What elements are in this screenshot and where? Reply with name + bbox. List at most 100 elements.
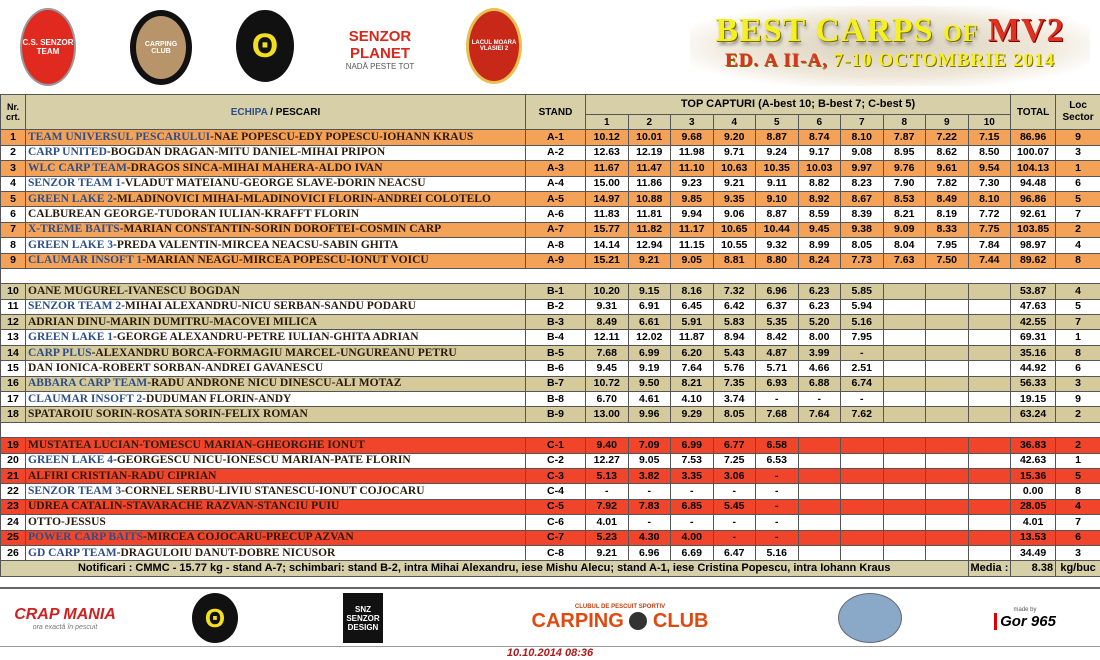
row-number: 11 (0, 298, 26, 316)
catch-cell (967, 452, 1012, 469)
team-anglers: CLAUMAR INSOFT 1-MARIAN NEAGU-MIRCEA POP… (25, 252, 526, 269)
table-row: 16 ABBARA CARP TEAM-RADU ANDRONE NICU DIN… (0, 375, 1100, 393)
catch-cell: 7.64 (797, 406, 841, 423)
catch-cell: - (755, 483, 799, 500)
stand: A-9 (525, 252, 586, 269)
sector-place: 6 (1055, 175, 1100, 192)
results-table: Nr. crt. ECHIPA / PESCARI STAND TOP CAPT… (0, 93, 1100, 577)
col-catch-1: 1 (585, 113, 629, 131)
catch-cell (925, 514, 969, 531)
catch-cell: 6.20 (670, 344, 714, 362)
sector-spacer (0, 267, 1100, 285)
anglers: MUSTATEA LUCIAN-TOMESCU MARIAN-GHEORGHE … (28, 438, 366, 451)
team-name: ABBARA CARP TEAM (28, 377, 148, 390)
total: 53.87 (1010, 283, 1057, 300)
logo-text: CLUBUL DE PESCUIT SPORTIV (574, 603, 666, 610)
catch-cell: 5.13 (585, 467, 629, 485)
team-anglers: SENZOR TEAM 3-CORNEL SERBU-LIVIU STANESC… (25, 483, 526, 500)
catch-cell: 6.70 (585, 391, 629, 408)
stand: A-4 (525, 175, 586, 192)
catch-cell (967, 529, 1012, 546)
catch-cell: 12.02 (627, 329, 671, 346)
catch-cell: 11.98 (670, 144, 714, 162)
sector-place: 1 (1055, 160, 1100, 177)
catch-cell: 9.45 (797, 221, 841, 239)
catch-cell: 15.00 (585, 175, 629, 192)
title-main: BEST CARPS (715, 12, 934, 49)
catch-cell (967, 437, 1012, 454)
stand: A-1 (525, 129, 586, 146)
catch-cell: 11.87 (670, 329, 714, 346)
catch-cell: 6.45 (670, 298, 714, 316)
catch-cell (882, 498, 926, 516)
catch-cell: 15.21 (585, 252, 629, 269)
catch-cell: 9.15 (627, 283, 671, 300)
sector-place: 3 (1055, 375, 1100, 393)
row-number: 25 (0, 529, 26, 546)
catch-cell (797, 544, 841, 562)
catch-cell (840, 529, 884, 546)
team-anglers: ADRIAN DINU-MARIN DUMITRU-MACOVEI MILICA (25, 314, 526, 331)
catch-cell: 14.97 (585, 190, 629, 208)
logo-text: Gor 965 (994, 612, 1056, 630)
catch-cell: 7.62 (840, 406, 884, 423)
catch-cell: 9.38 (840, 221, 884, 239)
catch-cell: 12.63 (585, 144, 629, 162)
logo-text: C.S. SENZOR TEAM (22, 38, 74, 56)
total: 42.63 (1010, 452, 1057, 469)
catch-cell: 2.51 (840, 360, 884, 377)
monkey-logo: ʘ (192, 593, 238, 643)
total: 4.01 (1010, 514, 1057, 531)
catch-cell: 9.17 (797, 144, 841, 162)
total: 94.48 (1010, 175, 1057, 192)
row-number: 18 (0, 406, 26, 423)
total: 69.31 (1010, 329, 1057, 346)
team-anglers: ALFIRI CRISTIAN-RADU CIPRIAN (25, 467, 526, 485)
catch-cell: 8.81 (712, 252, 756, 269)
catch-cell (882, 452, 926, 469)
team-name: SENZOR TEAM 1 (28, 177, 122, 190)
catch-cell: 6.47 (712, 544, 756, 562)
catch-cell: - (712, 514, 756, 531)
notifications-row: Notificari : CMMC - 15.77 kg - stand A-7… (0, 560, 1100, 577)
anglers: CALBUREAN GEORGE-TUDORAN IULIAN-KRAFFT F… (28, 208, 360, 221)
total: 34.49 (1010, 544, 1057, 562)
catch-cell: 8.74 (797, 129, 841, 146)
catch-cell: 8.53 (882, 190, 926, 208)
catch-cell: 5.91 (670, 314, 714, 331)
catch-cell: 13.00 (585, 406, 629, 423)
total: 19.15 (1010, 391, 1057, 408)
subtitle-date: 7-10 OCTOMBRIE 2014 (833, 50, 1055, 71)
catch-cell: 7.64 (670, 360, 714, 377)
catch-cell: 8.87 (755, 129, 799, 146)
catch-cell: 7.73 (840, 252, 884, 269)
catch-cell: 4.10 (670, 391, 714, 408)
sector-place: 2 (1055, 406, 1100, 423)
catch-cell: 14.14 (585, 237, 629, 254)
team-name: GREEN LAKE 3 (28, 238, 113, 251)
catch-cell (967, 375, 1012, 393)
catch-cell: 6.77 (712, 437, 756, 454)
catch-cell: 7.95 (840, 329, 884, 346)
team-anglers: CARP UNITED-BOGDAN DRAGAN-MITU DANIEL-MI… (25, 144, 526, 162)
catch-cell: 9.35 (712, 190, 756, 208)
team-anglers: SENZOR TEAM 1-VLADUT MATEIANU-GEORGE SLA… (25, 175, 526, 192)
catch-cell: 8.33 (925, 221, 969, 239)
catch-cell: 9.50 (627, 375, 671, 393)
team-anglers: SPATAROIU SORIN-ROSATA SORIN-FELIX ROMAN (25, 406, 526, 423)
senzor-planet-logo: SENZOR PLANET NADĂ PESTE TOT (330, 18, 430, 80)
catch-cell (925, 283, 969, 300)
catch-cell: 5.85 (840, 283, 884, 300)
catch-cell: - (627, 514, 671, 531)
col-loc: Loc Sector (1055, 93, 1100, 131)
catch-cell: 10.35 (755, 160, 799, 177)
catch-cell: 6.93 (755, 375, 799, 393)
stand: B-6 (525, 360, 586, 377)
catch-cell (967, 483, 1012, 500)
catch-cell (797, 514, 841, 531)
total: 56.33 (1010, 375, 1057, 393)
catch-cell: 4.61 (627, 391, 671, 408)
total: 103.85 (1010, 221, 1057, 239)
catch-cell: 8.99 (797, 237, 841, 254)
row-number: 19 (0, 437, 26, 454)
